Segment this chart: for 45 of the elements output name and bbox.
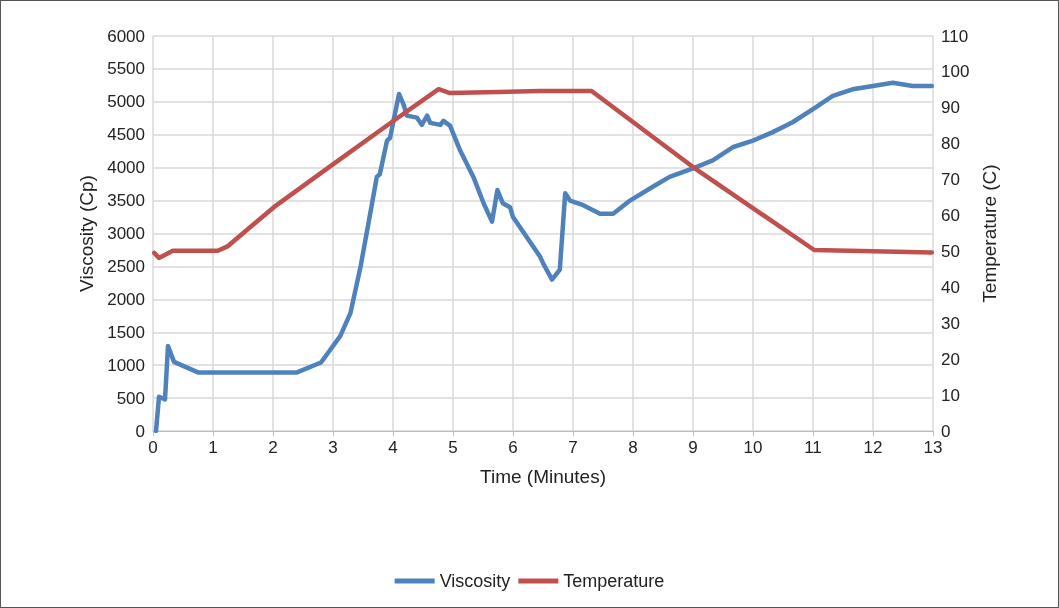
y-tick-label: 4500 bbox=[107, 125, 145, 145]
y-tick-label: 4000 bbox=[107, 158, 145, 178]
x-tick-label: 11 bbox=[804, 438, 822, 457]
x-tick-label: 6 bbox=[508, 438, 518, 457]
y2-tick-label: 20 bbox=[941, 349, 960, 369]
y2-tick-label: 0 bbox=[941, 421, 951, 441]
x-tick-label: 9 bbox=[688, 438, 698, 457]
y2-tick-label: 110 bbox=[941, 26, 969, 46]
y2-axis-title: Temperature (C) bbox=[979, 164, 1001, 303]
y2-tick-label: 80 bbox=[941, 134, 960, 154]
legend-label: Viscosity bbox=[439, 571, 511, 591]
legend-label: Temperature bbox=[563, 571, 665, 591]
x-axis-title: Time (Minutes) bbox=[480, 466, 606, 487]
y2-tick-label: 40 bbox=[941, 277, 960, 297]
x-tick-label: 13 bbox=[923, 438, 943, 457]
y2-tick-label: 30 bbox=[941, 313, 960, 333]
y-tick-label: 3500 bbox=[107, 191, 145, 211]
y-tick-label: 0 bbox=[135, 421, 145, 441]
x-tick-label: 10 bbox=[743, 438, 763, 457]
y-axis-title: Viscosity (Cp) bbox=[76, 175, 98, 292]
line-series bbox=[151, 86, 935, 261]
y-tick-label: 1500 bbox=[107, 322, 145, 342]
y2-tick-label: 60 bbox=[941, 206, 960, 226]
y-tick-label: 2000 bbox=[107, 289, 145, 309]
x-tick-label: 1 bbox=[208, 438, 218, 457]
y2-tick-label: 50 bbox=[941, 241, 960, 261]
x-tick-label: 8 bbox=[628, 438, 638, 457]
y-tick-label: 1000 bbox=[107, 355, 145, 375]
y-tick-label: 2500 bbox=[107, 256, 145, 276]
y-tick-label: 5500 bbox=[107, 59, 145, 79]
y-tick-label: 500 bbox=[116, 388, 145, 408]
y-tick-label: 3000 bbox=[107, 224, 145, 243]
x-tick-label: 2 bbox=[268, 438, 278, 457]
x-tick-label: 3 bbox=[328, 438, 338, 457]
x-tick-label: 4 bbox=[388, 438, 398, 457]
y-tick-label: 6000 bbox=[107, 26, 145, 46]
x-tick-label: 5 bbox=[448, 438, 458, 457]
y2-tick-label: 90 bbox=[941, 98, 960, 118]
y2-tick-label: 70 bbox=[941, 170, 960, 190]
y2-tick-label: 10 bbox=[941, 385, 960, 405]
x-tick-label: 12 bbox=[863, 438, 883, 457]
x-tick-label: 7 bbox=[568, 438, 578, 457]
x-tick-label: 0 bbox=[148, 438, 158, 457]
y-tick-label: 5000 bbox=[107, 92, 145, 112]
y2-tick-label: 100 bbox=[941, 62, 970, 82]
